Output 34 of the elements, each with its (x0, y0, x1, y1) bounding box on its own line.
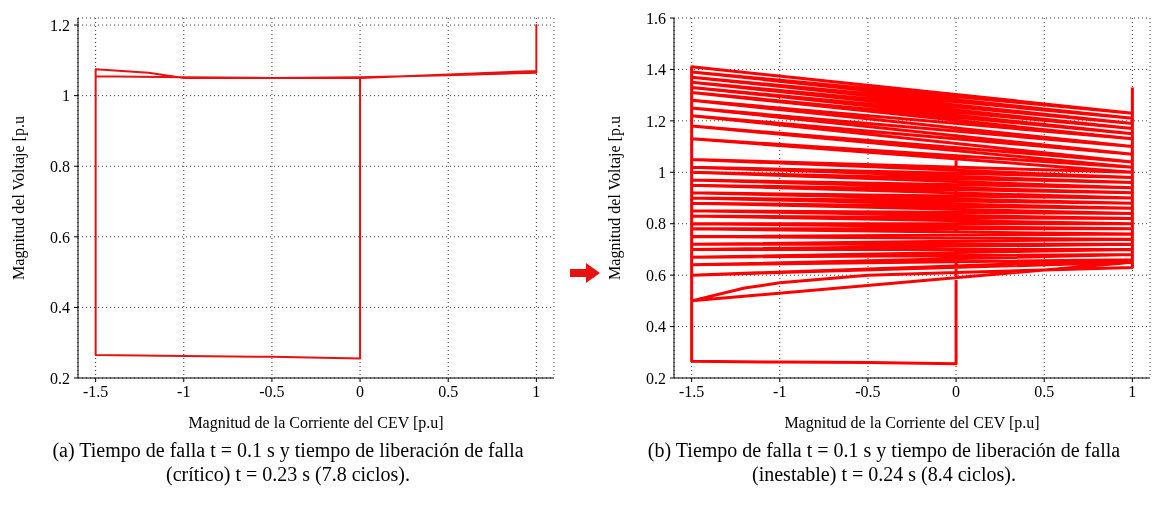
x-tick-label: 1 (1128, 383, 1137, 401)
y-tick-label: 1 (658, 163, 666, 181)
y-tick-label: 0.8 (50, 157, 70, 175)
y-tick-label: 0.4 (646, 318, 666, 336)
y-tick-label: 0.4 (50, 299, 70, 317)
y-tick-label: 0.6 (50, 228, 70, 246)
x-tick-label: 0.5 (1034, 383, 1055, 401)
y-tick-label: 0.2 (50, 369, 70, 387)
y-axis-title: Magnitud del Voltaje [p.u (605, 116, 624, 280)
text: (a) Tiempo de falla t = 0.1 s y tiempo de liberación de falla (crítico) t = 0.23 s (7.8 ciclos). (51, 438, 525, 486)
x-tick-label: -1.5 (82, 383, 109, 401)
x-tick-label: -1 (177, 383, 191, 401)
y-tick-label: 0.6 (646, 266, 666, 284)
x-tick-label: 0 (952, 383, 961, 401)
y-tick-label: 1 (62, 87, 70, 105)
x-tick-label: 0.5 (438, 383, 459, 401)
y-tick-label: 0.2 (646, 369, 666, 387)
y-tick-label: 1.4 (646, 61, 666, 79)
y-tick-label: 1.6 (646, 9, 666, 27)
y-tick-label: 1.2 (50, 16, 70, 34)
text: (b) Tiempo de falla t = 0.1 s y tiempo de liberación de falla (inestable) t = 0.24 s (8.4 ciclos). (646, 438, 1122, 486)
y-axis-title: Magnitud del Voltaje [p.u (9, 116, 28, 280)
line-series (690, 65, 1134, 366)
x-axis-title: Magnitud de la Corriente del CEV [p.u] (188, 414, 444, 432)
line-series (94, 24, 538, 360)
x-tick-label: -0.5 (259, 383, 285, 401)
x-tick-label: -1 (773, 383, 787, 401)
x-tick-label: 1 (532, 383, 541, 401)
x-tick-label: 0 (356, 383, 365, 401)
x-tick-label: -1.5 (678, 383, 705, 401)
x-tick-label: -0.5 (855, 383, 881, 401)
y-tick-label: 1.2 (646, 112, 666, 130)
x-axis-title: Magnitud de la Corriente del CEV [p.u] (784, 414, 1040, 432)
y-tick-label: 0.8 (646, 215, 666, 233)
